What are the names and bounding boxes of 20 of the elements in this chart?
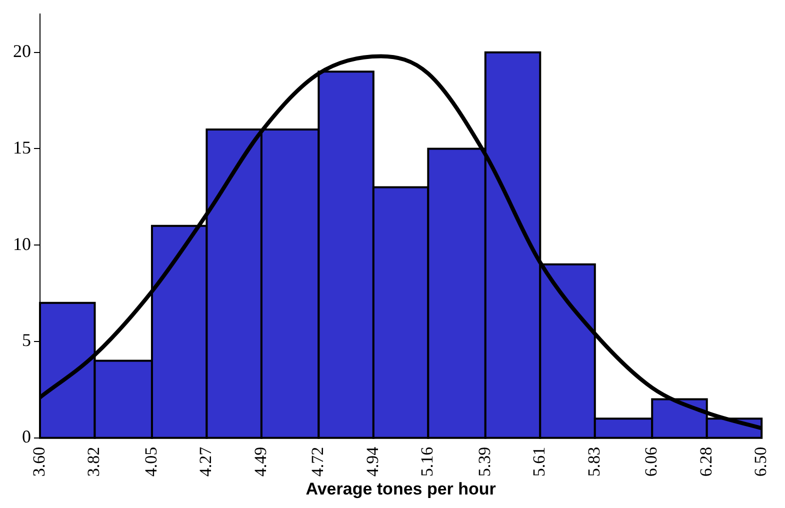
x-tick-label: 6.50 bbox=[751, 446, 770, 477]
x-tick-label: 4.27 bbox=[196, 446, 216, 477]
x-tick-label: 5.39 bbox=[474, 446, 494, 477]
y-tick-label: 0 bbox=[22, 426, 31, 447]
y-tick-label: 10 bbox=[13, 234, 31, 254]
x-tick-label: 6.06 bbox=[642, 446, 661, 477]
x-tick-label: 5.83 bbox=[584, 446, 604, 477]
x-tick-label: 5.16 bbox=[418, 446, 437, 477]
x-tick-label: 5.61 bbox=[530, 446, 549, 477]
x-tick-label: 3.60 bbox=[29, 446, 48, 477]
y-tick-label: 20 bbox=[13, 41, 31, 62]
y-tick-label: 5 bbox=[22, 330, 31, 350]
x-tick-label: 6.28 bbox=[696, 446, 716, 477]
x-tick-label: 4.94 bbox=[362, 446, 382, 477]
x-tick-label: 3.82 bbox=[84, 446, 104, 477]
x-tick-label: 4.49 bbox=[250, 446, 270, 477]
x-tick-label: 4.05 bbox=[141, 446, 160, 477]
y-tick-label: 15 bbox=[13, 137, 31, 158]
x-tick-label: 4.72 bbox=[308, 446, 328, 477]
x-axis-title: Average tones per hour bbox=[306, 479, 496, 498]
